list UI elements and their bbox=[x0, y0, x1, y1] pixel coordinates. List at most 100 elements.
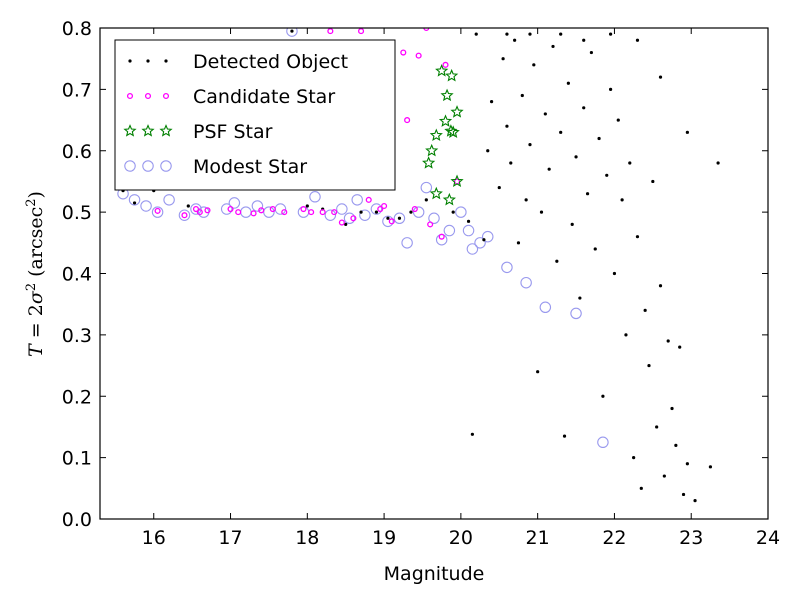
y-tick-label: 0.7 bbox=[62, 79, 92, 101]
data-point-star bbox=[429, 186, 443, 200]
y-tick-label: 0.5 bbox=[62, 202, 92, 224]
data-point-dot bbox=[685, 130, 689, 134]
data-point-star bbox=[425, 143, 439, 157]
y-label-t: T bbox=[25, 343, 47, 357]
series-ring bbox=[154, 28, 461, 240]
legend-entry: Detected Object bbox=[128, 51, 348, 73]
series-star bbox=[422, 64, 464, 206]
data-point-dot bbox=[655, 425, 659, 429]
data-point-circle bbox=[370, 203, 383, 215]
data-point-dot bbox=[632, 456, 636, 460]
data-point-circle bbox=[240, 206, 252, 218]
data-point-circle bbox=[309, 191, 321, 203]
data-point-dot bbox=[601, 394, 605, 398]
legend-entry: Candidate Star bbox=[126, 86, 335, 108]
data-point-dot bbox=[716, 161, 720, 165]
data-point-dot bbox=[651, 179, 655, 184]
data-point-ring bbox=[358, 28, 365, 35]
data-point-ring bbox=[427, 221, 434, 228]
data-point-ring bbox=[154, 207, 161, 214]
data-point-circle bbox=[466, 243, 479, 255]
data-point-dot bbox=[635, 38, 640, 42]
legend-marker-dot bbox=[164, 59, 168, 63]
legend-marker-ring bbox=[126, 92, 134, 100]
data-point-ring bbox=[415, 52, 422, 59]
y-tick-label: 0.1 bbox=[62, 448, 92, 470]
y-axis-ticks: 0.0 0.1 0.2 0.3 0.4 0.5 0.6 0.7 0.8 bbox=[62, 18, 768, 531]
x-axis-ticks: 16 17 18 19 20 21 22 23 24 bbox=[142, 28, 780, 549]
data-point-ring bbox=[400, 49, 407, 56]
data-point-ring bbox=[411, 206, 418, 213]
data-point-dot bbox=[608, 32, 613, 36]
legend-marker-dot bbox=[128, 59, 132, 63]
legend-marker-ring bbox=[144, 92, 152, 100]
data-point-star bbox=[422, 156, 436, 169]
y-tick-label: 0.2 bbox=[62, 386, 92, 408]
x-tick-label: 19 bbox=[372, 527, 396, 549]
data-point-dot bbox=[589, 50, 594, 55]
data-point-dot bbox=[489, 100, 494, 104]
data-point-dot bbox=[132, 201, 137, 205]
data-point-circle bbox=[393, 212, 406, 225]
legend-marker-dot bbox=[146, 59, 150, 63]
data-point-dot bbox=[516, 241, 521, 245]
y-label-unit-exp: 2 bbox=[24, 198, 39, 206]
data-point-star bbox=[450, 105, 464, 118]
data-point-circle bbox=[128, 194, 141, 206]
data-point-circle bbox=[263, 206, 275, 218]
data-point-circle bbox=[324, 209, 337, 221]
data-point-circle bbox=[443, 224, 456, 237]
data-point-ring bbox=[438, 233, 445, 240]
data-point-dot bbox=[670, 406, 674, 411]
legend-marker-ring bbox=[162, 92, 170, 100]
y-label-close: ) bbox=[25, 191, 47, 198]
data-point-star bbox=[450, 174, 464, 188]
data-point-dot bbox=[593, 247, 597, 251]
data-point-dot bbox=[628, 161, 632, 165]
data-point-dot bbox=[470, 432, 474, 436]
legend-label: Candidate Star bbox=[193, 86, 335, 108]
data-point-circle bbox=[420, 181, 433, 194]
legend-marker-star bbox=[159, 124, 173, 137]
data-point-circle bbox=[163, 194, 175, 206]
x-tick-label: 18 bbox=[295, 527, 319, 549]
legend-marker-star bbox=[141, 124, 155, 137]
data-point-circle bbox=[570, 307, 582, 320]
x-tick-label: 22 bbox=[602, 527, 626, 549]
data-point-dot bbox=[582, 38, 586, 42]
legend: Detected Object Candidate Star PSF Star Mod… bbox=[114, 39, 396, 191]
data-point-star bbox=[446, 125, 460, 138]
data-point-dot bbox=[513, 38, 517, 42]
y-tick-label: 0.3 bbox=[62, 325, 92, 347]
plot-frame bbox=[99, 27, 769, 520]
x-axis-label: Magnitude bbox=[384, 563, 485, 585]
y-label-unit: (arcsec bbox=[25, 207, 47, 283]
data-point-circle bbox=[428, 212, 440, 225]
data-point-circle bbox=[190, 203, 202, 215]
data-point-dot bbox=[574, 155, 578, 159]
data-point-circle bbox=[178, 209, 191, 221]
data-point-dot bbox=[551, 44, 555, 49]
data-point-circle bbox=[455, 206, 467, 218]
data-point-circle bbox=[140, 200, 152, 212]
data-point-circle bbox=[220, 203, 233, 215]
legend-label: Modest Star bbox=[193, 156, 307, 178]
y-tick-label: 0.8 bbox=[62, 18, 92, 40]
data-point-dot bbox=[386, 216, 390, 220]
data-point-ring bbox=[269, 206, 276, 213]
data-point-dot bbox=[451, 210, 455, 214]
data-point-dot bbox=[662, 474, 666, 478]
legend-entry: PSF Star bbox=[123, 121, 273, 143]
data-point-dot bbox=[674, 443, 678, 447]
data-point-ring bbox=[442, 61, 449, 68]
data-point-star bbox=[429, 128, 443, 142]
legend-entry: Modest Star bbox=[124, 156, 307, 178]
data-point-dot bbox=[666, 339, 670, 343]
data-point-ring bbox=[235, 209, 242, 216]
data-point-dot bbox=[585, 192, 590, 196]
data-point-ring bbox=[192, 206, 200, 213]
data-point-circle bbox=[336, 203, 348, 215]
data-point-dot bbox=[559, 32, 563, 36]
data-point-star bbox=[442, 192, 456, 206]
